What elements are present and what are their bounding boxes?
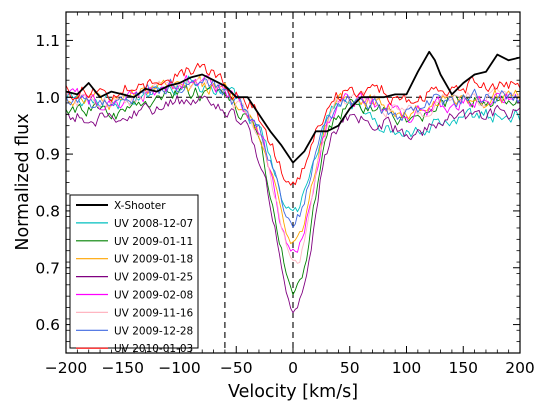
series-line-uv-2010-01-03 — [66, 62, 520, 186]
series-layer — [66, 50, 520, 314]
axis-tick-labels: −200 −150 −100 −50 0 50 100 150 200 0.6 0.7 0.8 0.9 1… — [35, 32, 534, 377]
legend-label: UV 2009-01-11 — [114, 236, 193, 248]
x-tick-label: −150 — [101, 359, 144, 377]
series-line-uv-2009-01-25 — [66, 95, 520, 314]
legend: X-Shooter UV 2008-12-07 UV 2009-01-11 UV 20… — [69, 194, 199, 355]
series-line-x-shooter — [66, 50, 520, 164]
legend-label: UV 2009-02-08 — [114, 290, 193, 302]
legend-box — [69, 194, 199, 349]
y-tick-label: 0.6 — [35, 316, 60, 334]
legend-label: UV 2009-01-18 — [114, 254, 193, 266]
legend-label: UV 2009-12-28 — [114, 325, 193, 337]
series-line-uv-2009-11-16 — [66, 77, 520, 264]
x-tick-label: 0 — [288, 359, 298, 377]
x-tick-label: 50 — [340, 359, 360, 377]
legend-label: UV 2008-12-07 — [114, 218, 193, 230]
y-tick-label: 0.7 — [35, 259, 60, 277]
axis-ticks — [65, 11, 521, 354]
legend-label: X-Shooter — [114, 200, 166, 212]
y-tick-label: 1.0 — [35, 89, 60, 107]
x-axis-label: Velocity [km/s] — [228, 382, 358, 402]
legend-label: UV 2009-11-16 — [114, 307, 194, 319]
x-tick-label: 100 — [392, 359, 422, 377]
y-tick-label: 0.9 — [35, 146, 60, 164]
series-line-uv-2009-01-18 — [66, 75, 520, 245]
y-tick-label: 1.1 — [35, 32, 60, 50]
legend-label: UV 2009-01-25 — [114, 272, 193, 284]
x-tick-label: −100 — [158, 359, 201, 377]
x-tick-label: 150 — [448, 359, 478, 377]
x-tick-label: −50 — [220, 359, 253, 377]
y-axis-label: Normalized flux — [13, 113, 33, 250]
x-tick-label: 200 — [505, 359, 535, 377]
x-tick-label: −200 — [45, 359, 88, 377]
legend-label: UV 2010-01-03 — [114, 343, 193, 355]
y-tick-label: 0.8 — [35, 202, 60, 220]
series-line-uv-2009-01-11 — [66, 83, 520, 296]
